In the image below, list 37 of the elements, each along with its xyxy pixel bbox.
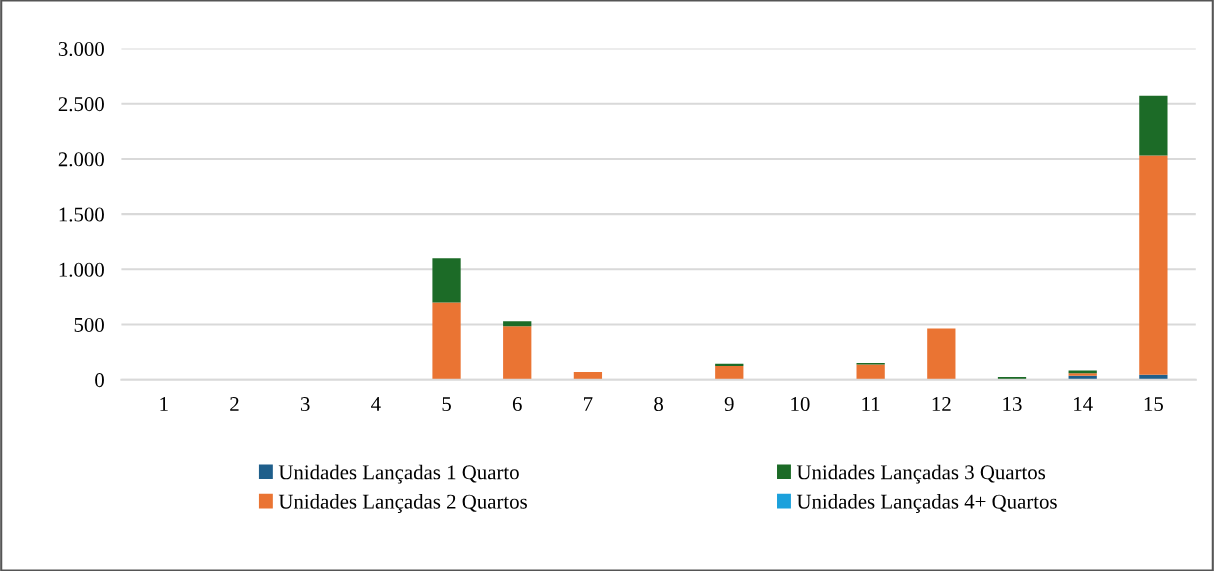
x-tick-label: 10 [791, 396, 810, 412]
legend-label: Unidades Lançadas 3 Quartos [796, 464, 1046, 484]
x-tick-label: 14 [1074, 397, 1093, 411]
y-tick-label: 2.000 [58, 152, 104, 167]
x-tick-label: 11 [862, 397, 880, 411]
bar [1139, 155, 1168, 375]
x-tick-label: 8 [654, 396, 664, 412]
x-tick-label: 4 [371, 397, 381, 411]
bar [573, 371, 603, 380]
bar [715, 363, 744, 366]
bar [715, 365, 744, 380]
legend-label: Unidades Lançadas 1 Quarto [278, 464, 519, 484]
bar [856, 364, 885, 380]
bar [503, 321, 532, 327]
y-tick-label: 500 [74, 317, 104, 332]
legend-label: Unidades Lançadas 4+ Quartos [796, 494, 1057, 513]
y-tick-label: 1.000 [59, 262, 104, 277]
bar [503, 326, 532, 380]
x-tick-label: 6 [512, 397, 522, 412]
bar [927, 328, 956, 380]
x-tick-label: 3 [300, 397, 310, 412]
x-tick-label: 12 [932, 397, 951, 411]
x-tick-label: 13 [1003, 397, 1022, 412]
y-tick-label: 3.000 [58, 41, 104, 57]
legend-label: Unidades Lançadas 2 Quartos [278, 494, 527, 513]
x-tick-label: 1 [160, 397, 168, 411]
x-tick-label: 15 [1144, 397, 1163, 412]
y-tick-label: 1.500 [59, 207, 104, 222]
x-tick-label: 5 [442, 397, 451, 412]
bar [1139, 95, 1168, 156]
bar [432, 302, 461, 380]
x-tick-label: 7 [584, 397, 593, 411]
y-tick-label: 2.500 [58, 97, 104, 112]
y-tick-label: 0 [95, 373, 104, 388]
x-tick-label: 2 [230, 397, 239, 411]
x-tick-label: 9 [724, 397, 734, 412]
bar [432, 258, 461, 303]
